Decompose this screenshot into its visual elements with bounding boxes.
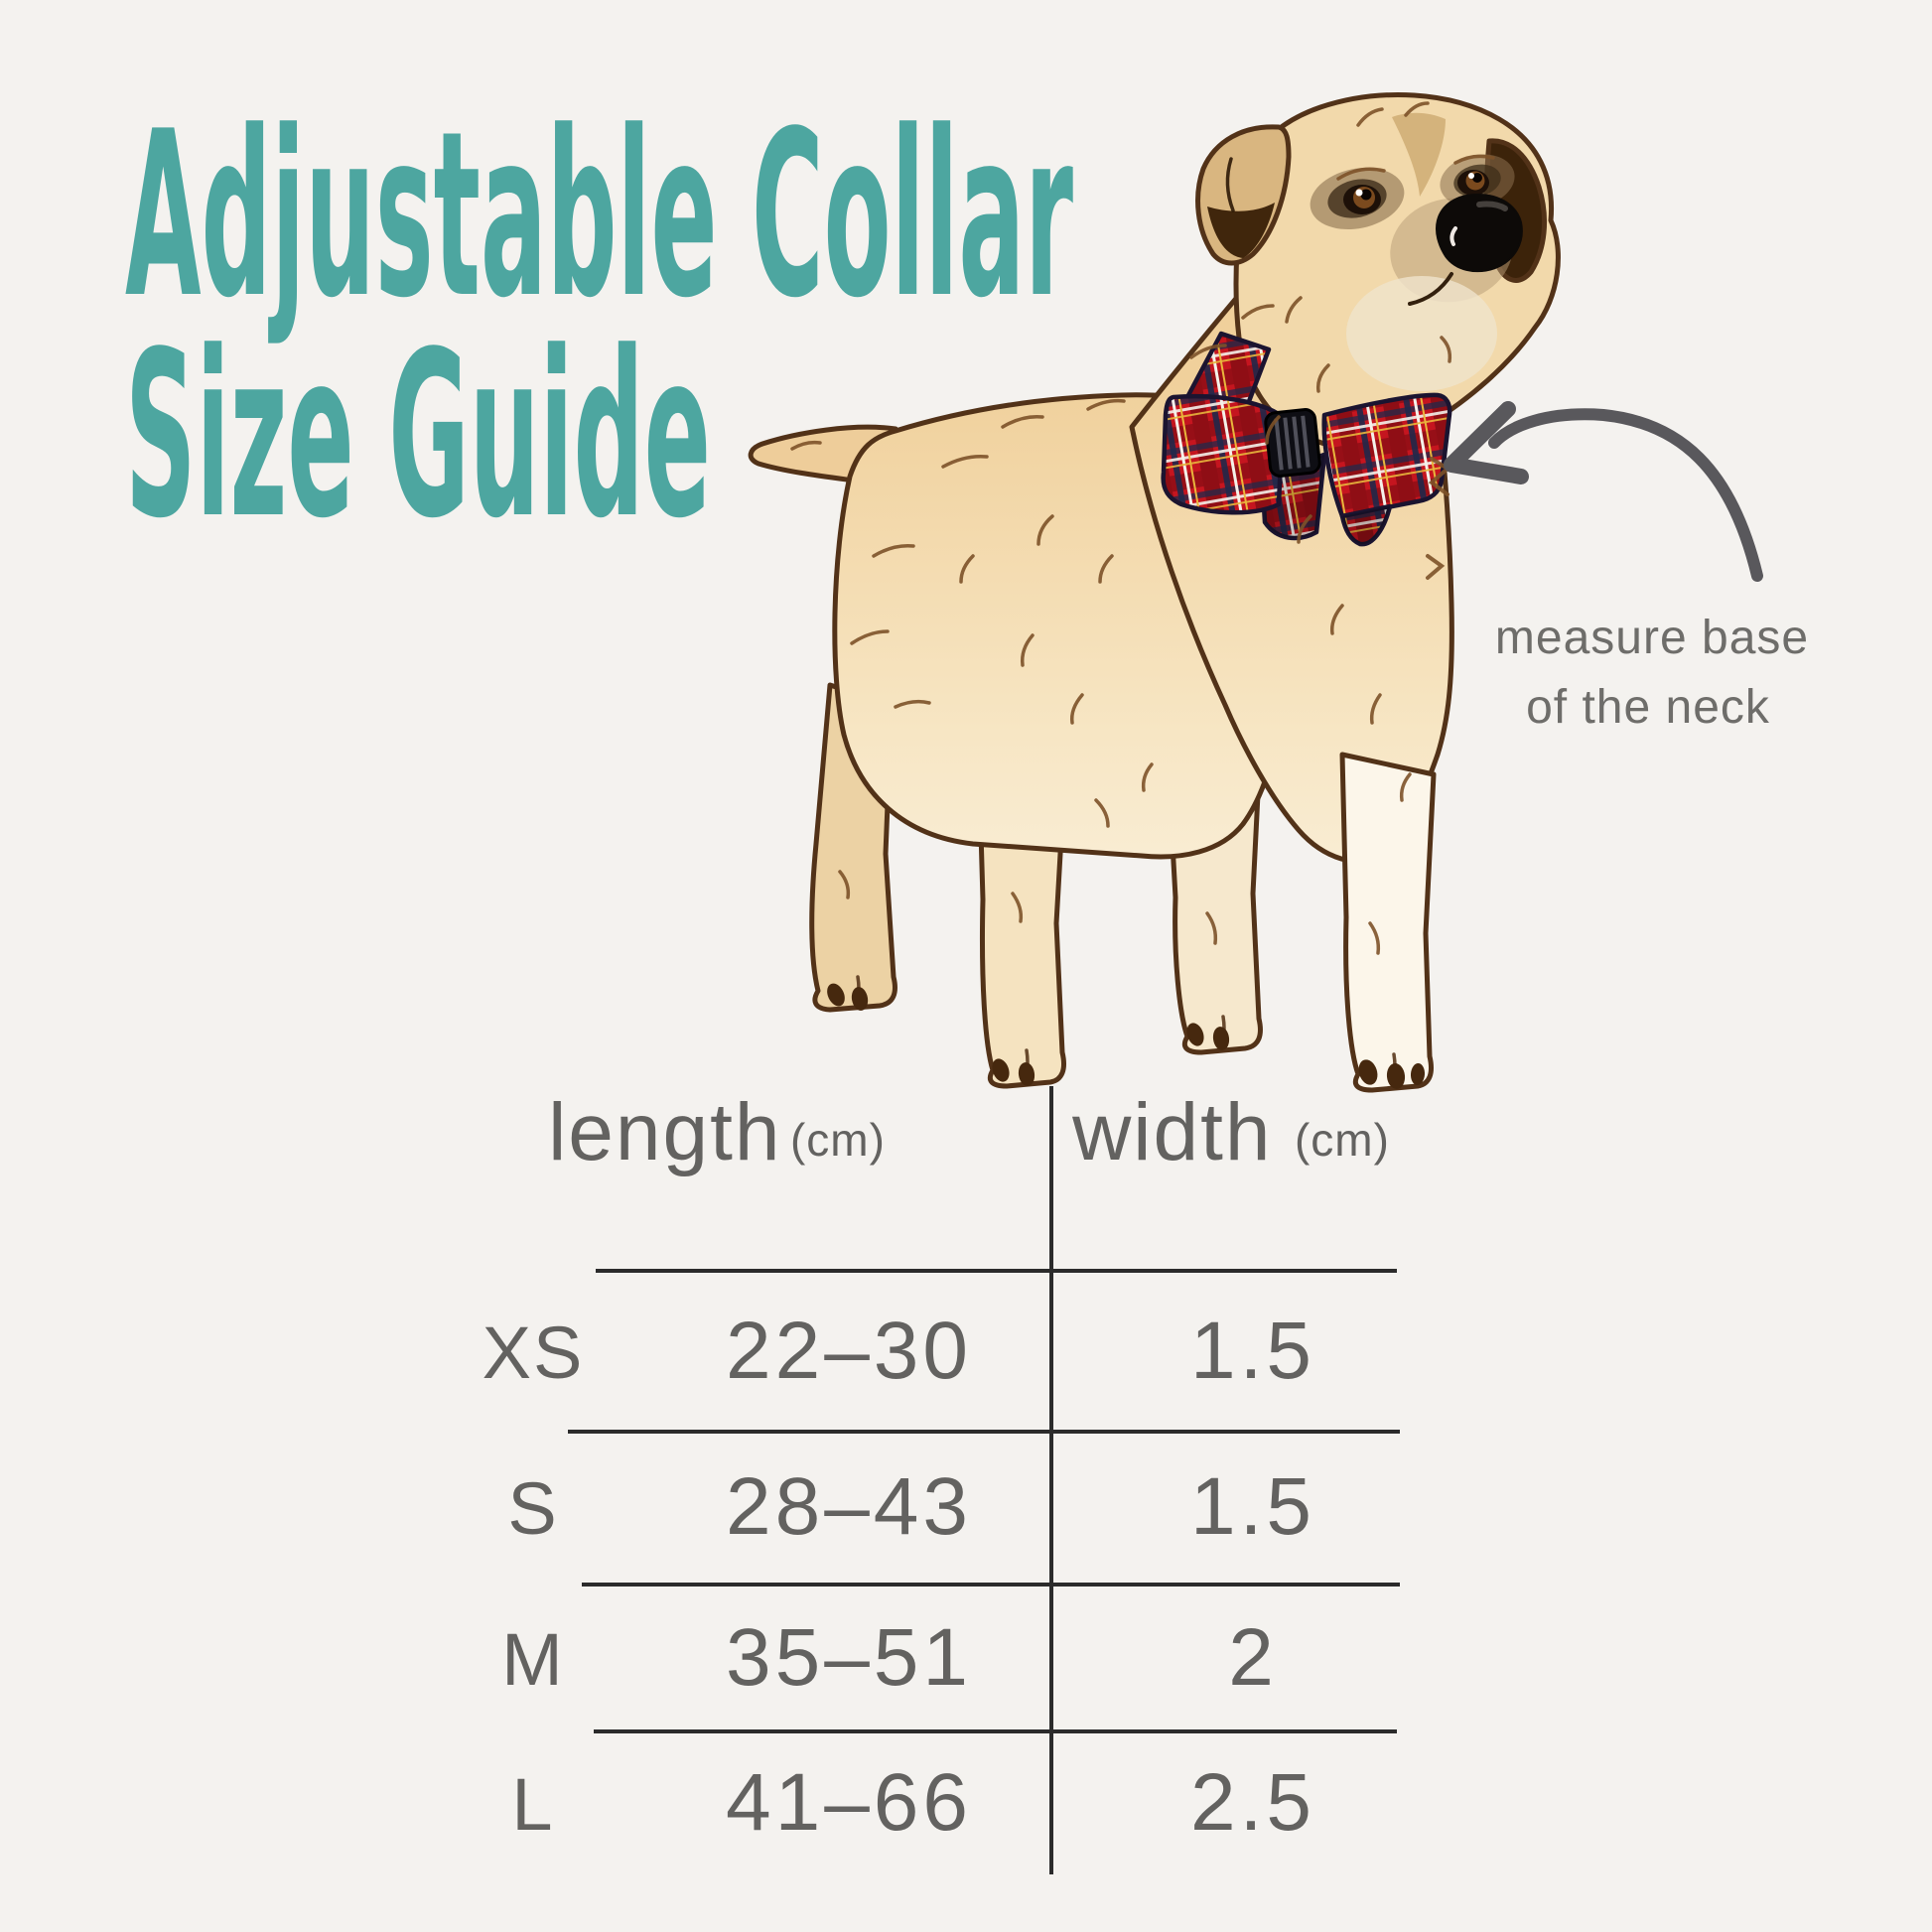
table-rule: [596, 1269, 1397, 1273]
beard-patch: [1346, 276, 1497, 391]
title-line-2: Size Guide: [125, 304, 711, 569]
cell-length: 28–43: [726, 1461, 972, 1552]
note-line-2: of the neck: [1526, 681, 1770, 734]
arrow-curve: [1488, 408, 1763, 582]
table-row: L 41–66 2.5: [511, 1757, 1315, 1848]
bow-knot: [1264, 408, 1321, 478]
cell-width: 2: [1228, 1612, 1278, 1703]
cell-length: 35–51: [726, 1612, 972, 1703]
dog-illustration: [748, 92, 1561, 1093]
dog-ear-left: [1195, 124, 1292, 266]
note-line-1: measure base: [1495, 612, 1809, 664]
col-header-width-label: width: [1071, 1087, 1272, 1177]
table-rule: [568, 1430, 1400, 1434]
size-table: length (cm) width (cm) XS 22–30 1.5 S 28…: [483, 1086, 1400, 1874]
mouth-line: [1408, 272, 1453, 306]
table-row: S 28–43 1.5: [507, 1461, 1315, 1552]
dog-eye-left: [1343, 185, 1381, 214]
cell-size: S: [507, 1467, 558, 1550]
col-header-length-label: length: [548, 1087, 781, 1177]
title-line-1: Adjustable Collar: [125, 83, 1073, 348]
bow-wing-right-fold: [1339, 503, 1393, 547]
col-header-length: length (cm): [548, 1087, 886, 1177]
bow-fold-shadow: [1342, 506, 1390, 545]
cell-width: 1.5: [1190, 1306, 1315, 1396]
dog-eye-right: [1457, 170, 1489, 196]
dog-nose: [1436, 193, 1523, 273]
table-rule: [582, 1583, 1400, 1587]
brow-left: [1336, 167, 1386, 181]
forehead-streak: [1392, 112, 1446, 197]
bow-tie-collar: [1161, 331, 1452, 547]
column-divider: [1049, 1086, 1053, 1874]
col-header-width-unit: (cm): [1295, 1114, 1390, 1166]
cell-size: L: [511, 1763, 554, 1846]
fur-strokes: [790, 101, 1452, 1080]
table-rule: [594, 1729, 1397, 1733]
dog-front-leg-near: [1339, 752, 1437, 1093]
measure-arrow: [1444, 401, 1763, 582]
cell-width: 2.5: [1190, 1757, 1315, 1848]
cell-length: 22–30: [726, 1306, 972, 1396]
bow-wing-left: [1161, 393, 1286, 515]
arrow-head: [1444, 401, 1529, 484]
paw-claws: [827, 983, 1426, 1089]
bow-wing-right: [1321, 392, 1452, 519]
cell-length: 41–66: [726, 1757, 972, 1848]
table-row: XS 22–30 1.5: [483, 1306, 1315, 1396]
brow-right: [1453, 154, 1495, 165]
cell-size: XS: [483, 1311, 585, 1394]
cell-width: 1.5: [1190, 1461, 1315, 1552]
col-header-length-unit: (cm): [790, 1114, 886, 1166]
cell-size: M: [501, 1618, 565, 1701]
table-row: M 35–51 2: [501, 1612, 1278, 1703]
col-header-width: width (cm): [1071, 1087, 1390, 1177]
